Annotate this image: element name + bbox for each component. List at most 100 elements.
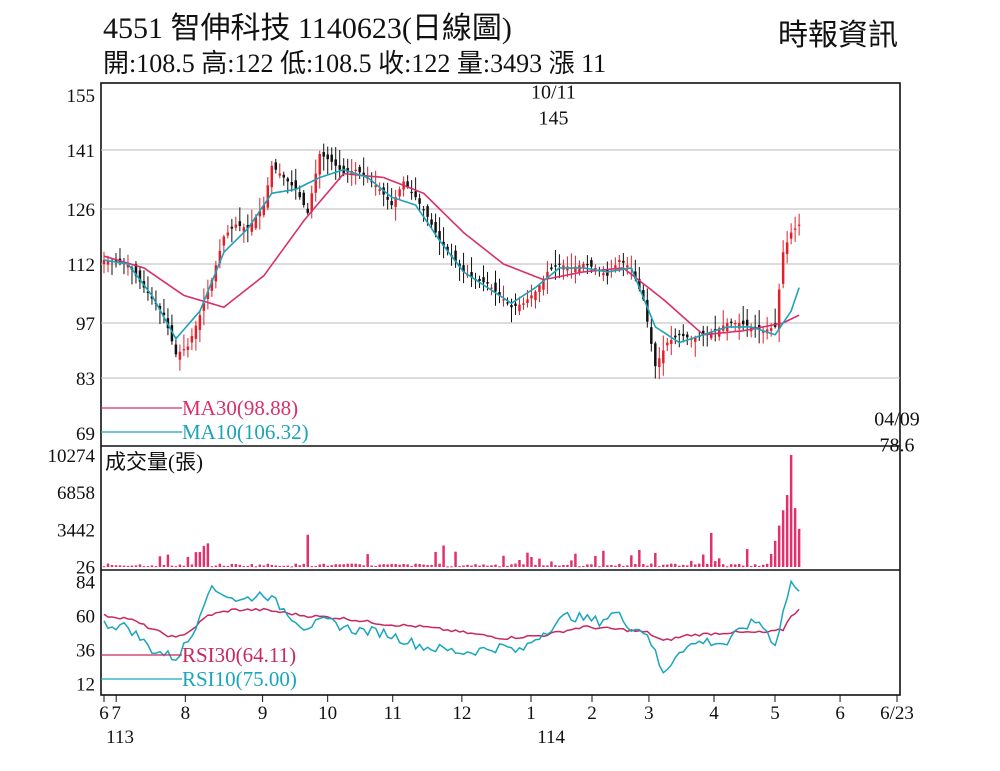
x-tick-label: 2 [587,703,597,724]
rsi-tick-label: 84 [76,573,96,594]
candle-body [674,335,677,338]
candle-body [682,333,685,337]
candle-body [298,192,301,198]
volume-bar [458,566,461,568]
volume-bars [102,455,801,568]
volume-bar [470,565,473,567]
chart-title: 4551 智伸科技 1140623(日線圖) [103,12,512,45]
volume-bar [282,565,286,567]
volume-bar [610,565,613,567]
candle-body [322,152,325,157]
candle-body [434,221,437,233]
volume-bar [202,545,206,567]
candle-body [574,266,577,273]
volume-bar [582,565,585,567]
candle-body [769,328,773,331]
candle-body [622,260,625,263]
candle-body [498,292,501,296]
volume-bar [789,455,793,567]
candle-body [222,236,226,246]
volume-bar [374,565,377,567]
volume-bar [294,563,297,567]
candle-body [670,339,673,344]
price-axis-ticks: 155 141 126 112 97 83 69 [67,86,96,445]
volume-bar [602,550,605,567]
volume-bar [717,558,721,567]
volume-bar [498,566,501,568]
candle-body [282,174,286,178]
candle-body [258,210,262,217]
volume-bar [606,565,609,567]
candle-body [106,260,110,265]
volume-bar [186,556,190,567]
volume-bar [558,565,561,567]
candle-body [514,303,517,306]
volume-bar [514,563,517,567]
candle-body [510,305,513,308]
candle-body [186,346,190,350]
candle-body [234,224,238,228]
candle-body [642,290,645,300]
volume-bar [238,564,242,567]
volume-bar [510,564,513,567]
price-legend: MA30(98.88)MA10(106.32) [101,396,309,444]
candle-body [378,189,381,191]
rsi-axis-ticks: 84 60 36 12 [76,573,96,696]
candle-body [266,185,270,208]
volume-bar [230,563,234,567]
candle-body [761,330,765,333]
legend-label: MA30(98.88) [182,396,298,420]
volume-bar [358,564,361,567]
volume-tick-label: 10274 [48,446,96,467]
candle-body [650,327,653,344]
volume-bar [370,565,373,567]
volume-bar [594,555,597,567]
volume-bar [753,564,757,567]
candle-body [494,282,497,292]
volume-bar [486,565,489,567]
candle-body [314,173,317,193]
candle-body [194,325,198,339]
volume-bar [749,566,753,568]
candle-body [358,167,361,173]
price-gridlines [101,149,900,379]
volume-bar [686,565,689,567]
volume-bar [434,551,437,567]
volume-bar [678,565,681,567]
volume-tick-label: 6858 [57,483,95,504]
volume-bar [338,564,341,567]
volume-bar [314,566,317,568]
volume-bar [106,563,110,567]
candle-body [781,252,785,284]
volume-bar [154,566,158,568]
price-tick-label: 69 [76,424,95,445]
candle-body [638,278,641,289]
x-tick-label: 9 [258,703,268,724]
candle-body [530,295,533,299]
volume-bar [198,552,202,567]
candle-body [302,192,305,206]
rsi-legend: RSI30(64.11)RSI10(75.00) [101,643,297,691]
volume-bar [702,554,705,567]
candle-body [414,191,417,198]
annotation-date: 10/11 [531,81,576,103]
candle-body [386,196,389,200]
candle-body [502,299,505,301]
candle-body [710,332,713,339]
volume-bar [674,563,677,567]
volume-bar [226,565,230,567]
candle-body [394,197,397,207]
candle-body [318,153,321,175]
candle-body [330,154,333,162]
volume-bar [258,564,262,567]
candle-body [126,264,130,268]
volume-bar [574,553,577,567]
candle-body [262,205,266,216]
volume-bar [781,510,785,567]
candle-body [737,322,741,329]
candle-body [486,282,489,284]
rsi10-line [103,579,800,674]
annotation-value: 145 [538,107,568,129]
candle-body [618,260,621,262]
candle-body [162,312,166,316]
